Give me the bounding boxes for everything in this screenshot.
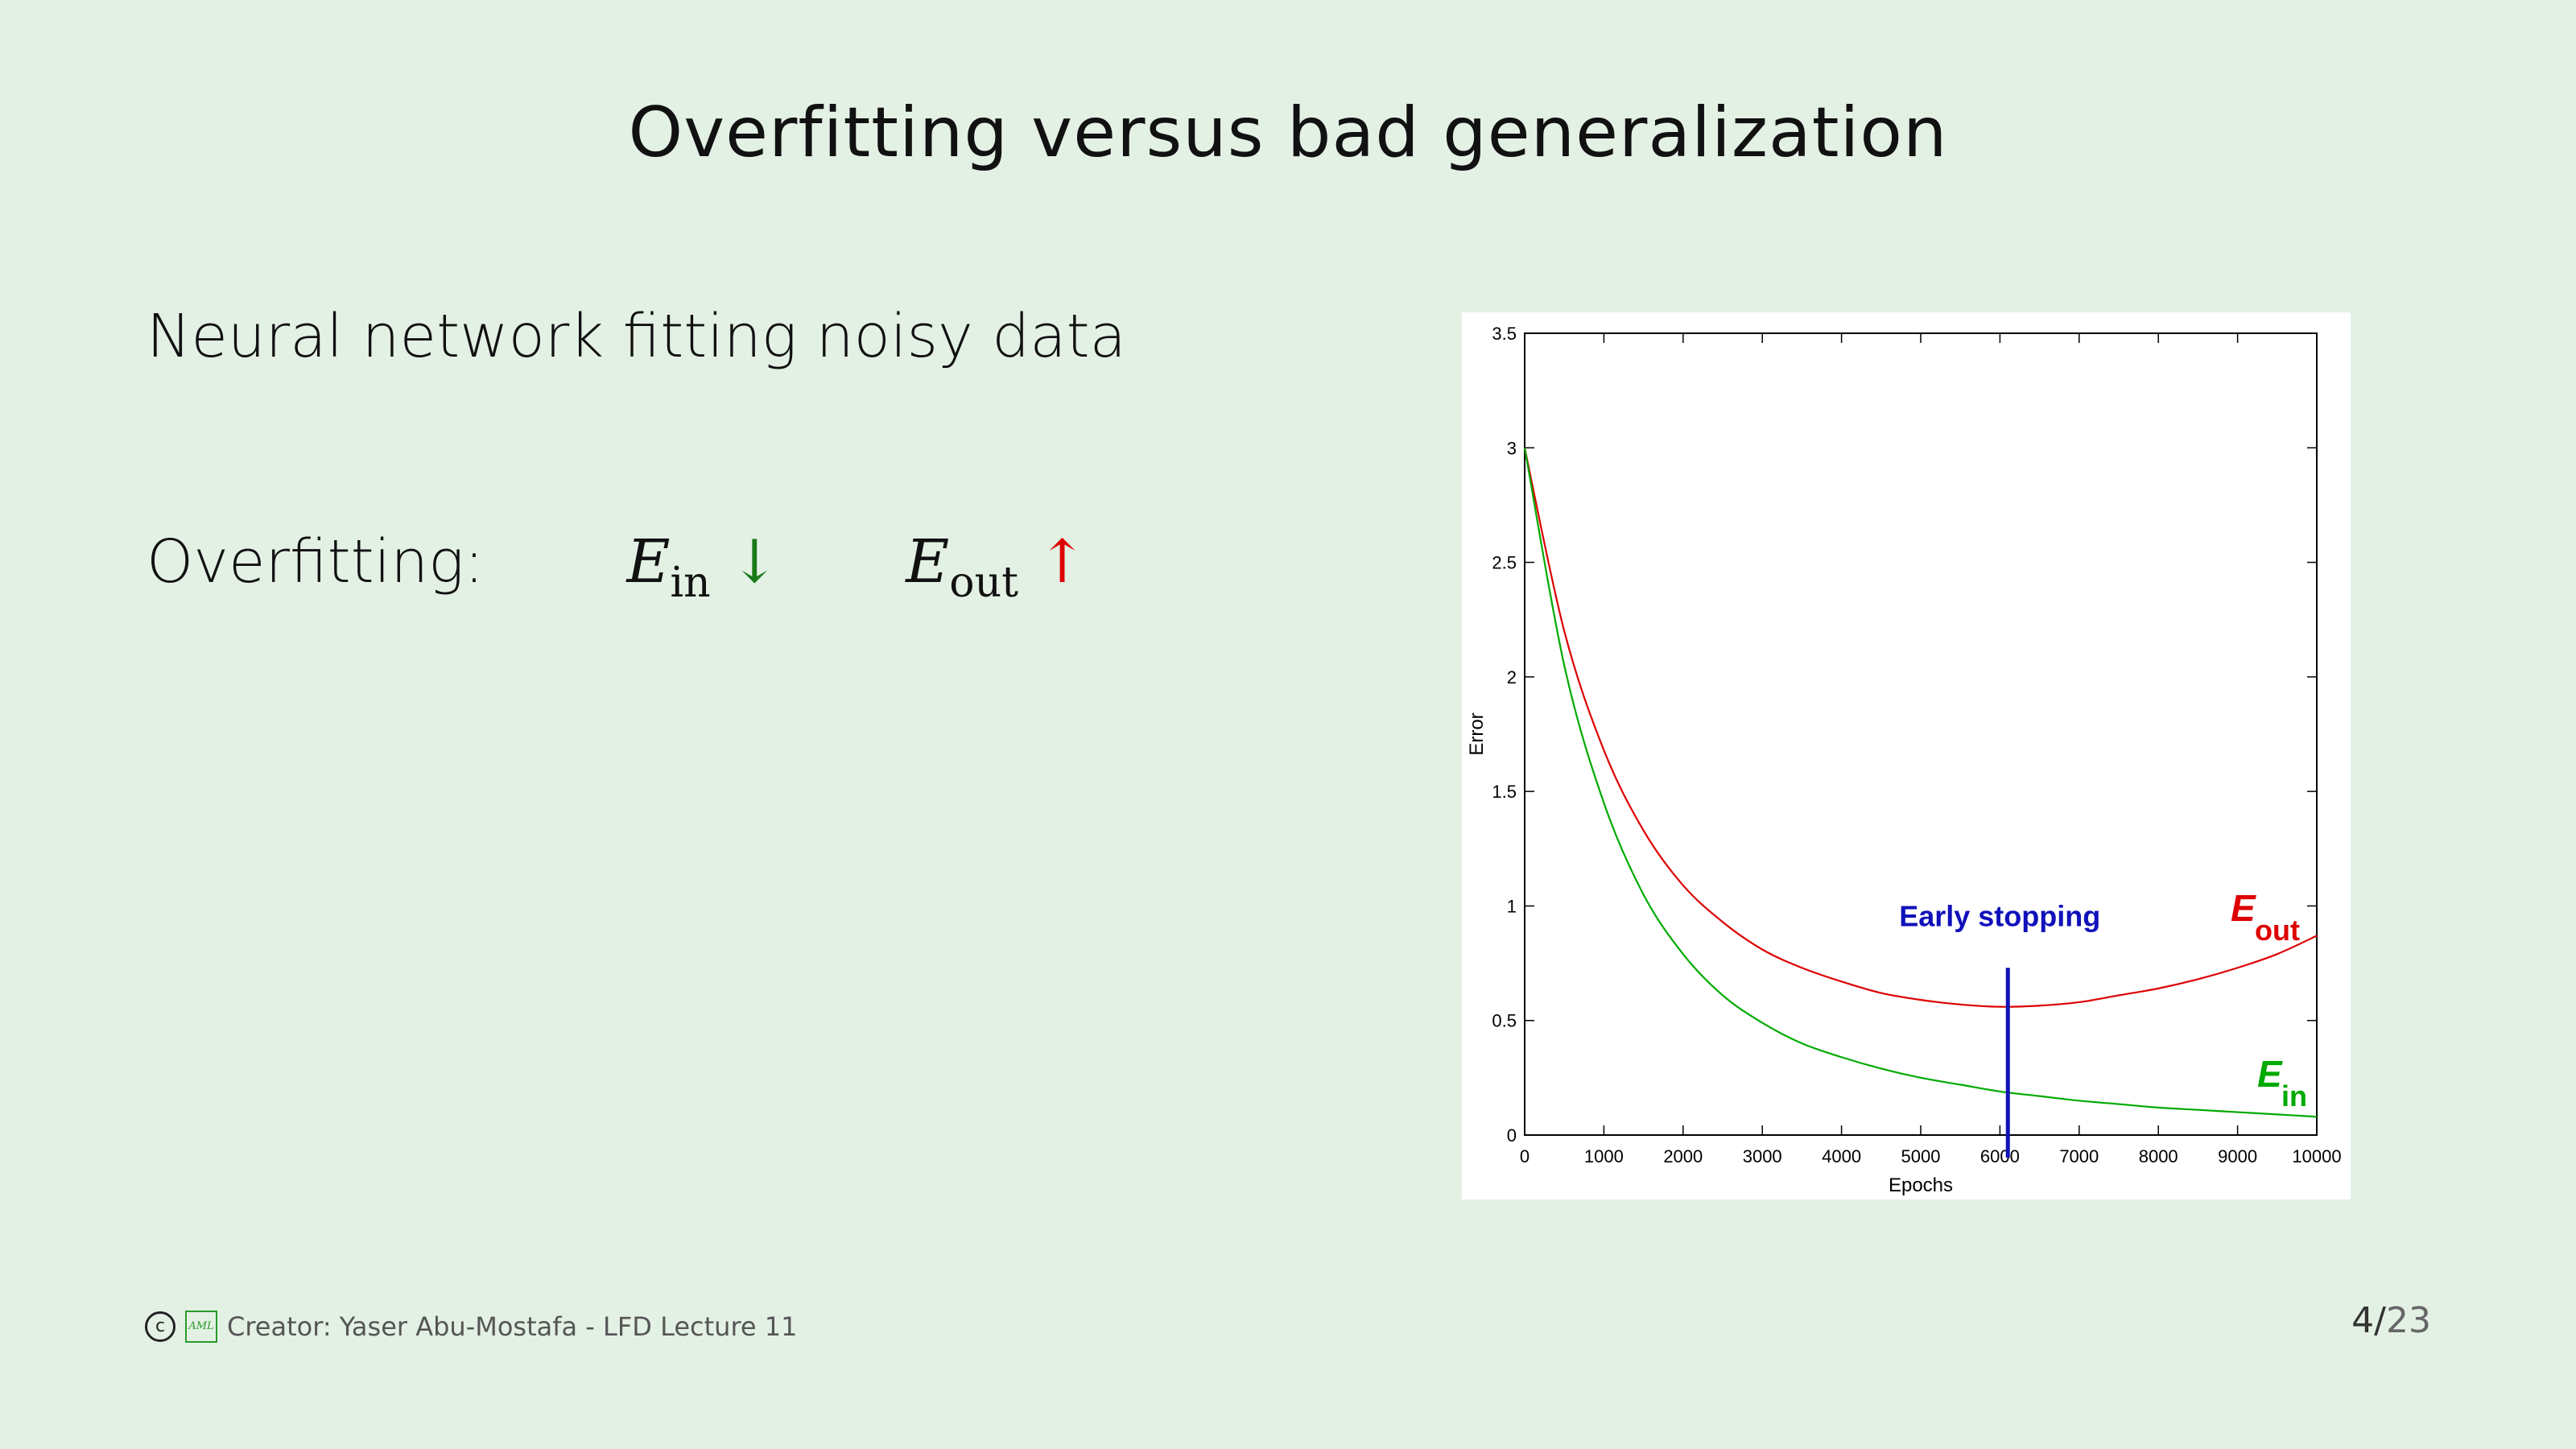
y-tick-label: 0 [1507, 1125, 1517, 1146]
aml-logo: AML [185, 1311, 217, 1343]
footer-credit: Creator: Yaser Abu-Mostafa - LFD Lecture… [227, 1311, 798, 1342]
ein-subscript: in [670, 559, 711, 607]
y-axis-label: Error [1466, 712, 1488, 755]
ein-symbol: E [626, 527, 671, 597]
series-line-e_in [1523, 448, 2318, 1118]
eout-series-label: E [2231, 887, 2256, 929]
copyright-icon: c [145, 1311, 175, 1342]
y-tick-label: 3 [1507, 438, 1517, 458]
x-tick-label: 5000 [1901, 1146, 1941, 1166]
down-arrow-icon: ↓ [729, 527, 780, 597]
y-tick-label: 0.5 [1492, 1011, 1517, 1031]
slide-title: Overfitting versus bad generalization [628, 93, 1948, 173]
x-tick-label: 4000 [1822, 1146, 1861, 1166]
y-tick-label: 2 [1507, 667, 1517, 687]
ein-series-sub: in [2281, 1080, 2307, 1113]
eout-symbol: E [906, 527, 950, 597]
plot-frame [1524, 332, 2318, 1136]
page-number: 4/23 [2351, 1300, 2431, 1341]
x-tick-label: 1000 [1584, 1146, 1624, 1166]
up-arrow-icon: ↑ [1037, 527, 1088, 597]
overfitting-label: Overfitting: [147, 527, 485, 597]
page-current: 4 [2351, 1300, 2375, 1341]
eout-subscript: out [949, 559, 1018, 607]
y-tick-label: 1.5 [1492, 782, 1517, 802]
early-stopping-label: Early stopping [1899, 899, 2100, 932]
page-separator: / [2374, 1300, 2386, 1341]
x-tick-label: 9000 [2218, 1146, 2257, 1166]
x-tick-label: 0 [1520, 1146, 1530, 1166]
eout-series-sub: out [2255, 914, 2300, 947]
chart-svg: 0 1000 2000 3000 4000 5000 6000 7000 8000 9000 100… [1466, 324, 2342, 1196]
x-tick-label: 8000 [2139, 1146, 2178, 1166]
ein-series-label: E [2257, 1053, 2283, 1095]
y-tick-label: 3.5 [1492, 324, 1517, 344]
series-line-e_out [1523, 448, 2318, 1008]
y-tick-label: 1 [1507, 896, 1517, 916]
error-chart: 0 1000 2000 3000 4000 5000 6000 7000 8000 9000 100… [1462, 312, 2351, 1199]
x-tick-label: 7000 [2059, 1146, 2099, 1166]
x-tick-label: 6000 [1980, 1146, 2020, 1166]
footer: c AML Creator: Yaser Abu-Mostafa - LFD L… [145, 1311, 797, 1343]
x-axis-label: Epochs [1889, 1174, 1953, 1196]
page-total: 23 [2386, 1300, 2431, 1341]
overfitting-line: Overfitting: Ein ↓ Eout ↑ [147, 527, 1088, 607]
y-tick-label: 2.5 [1492, 553, 1517, 573]
x-tick-label: 3000 [1743, 1146, 1782, 1166]
x-tick-label: 2000 [1663, 1146, 1703, 1166]
x-tick-label: 10000 [2292, 1146, 2341, 1166]
slide-subtitle: Neural network fitting noisy data [147, 302, 1126, 371]
